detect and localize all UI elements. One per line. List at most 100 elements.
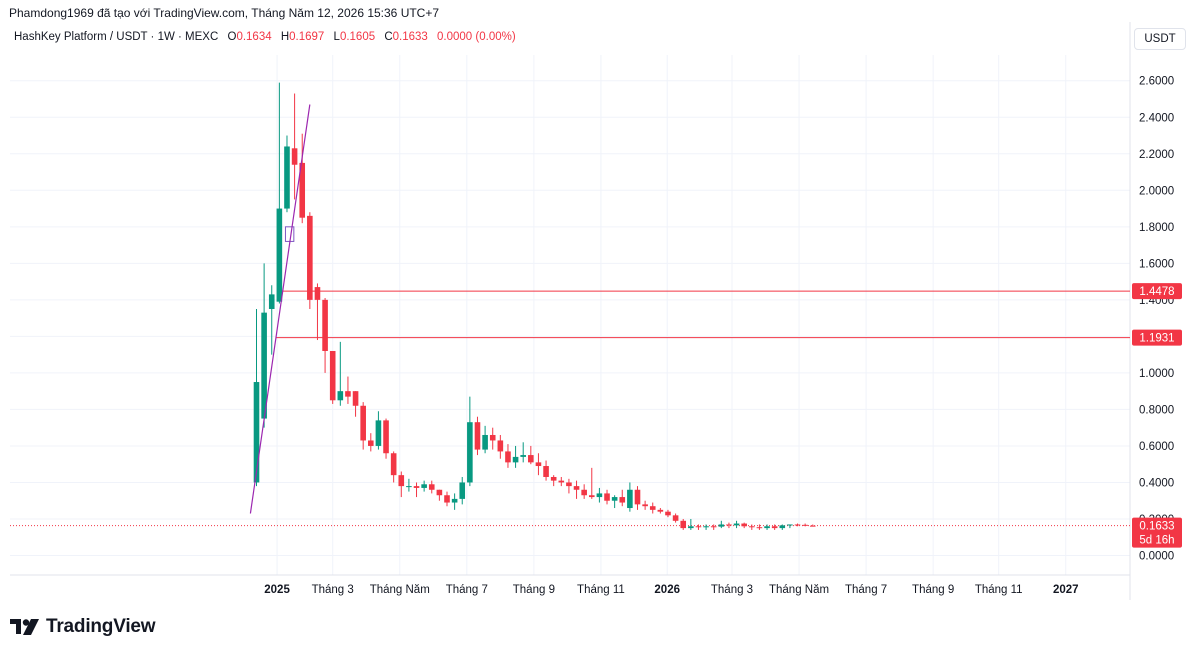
horizontal-level-label: 1.1931 (1139, 333, 1174, 345)
symbol-name[interactable]: HashKey Platform / USDT · 1W · MEXC (14, 31, 219, 43)
candle-body-up (276, 208, 283, 302)
candle-body-up (779, 525, 786, 529)
candle-body-down (535, 462, 542, 467)
tradingview-logo-icon (10, 619, 39, 635)
candle-body-down (581, 489, 587, 496)
y-tick-label: 0.0000 (1139, 551, 1174, 563)
candle-body-up (512, 456, 519, 463)
trendline (249, 104, 311, 514)
x-tick-label: 2026 (654, 584, 680, 596)
low-value: 0.1605 (339, 31, 376, 43)
candle-body-up (733, 523, 740, 526)
symbol-legend: HashKey Platform / USDT · 1W · MEXC O0.1… (14, 31, 516, 43)
candle-body-up (451, 498, 458, 503)
candle-body-down (528, 455, 534, 463)
candle-body-up (688, 526, 694, 529)
chart-caption: Phamdong1969 đã tạo với TradingView.com,… (9, 6, 440, 20)
y-tick-label: 1.8000 (1139, 222, 1174, 234)
candle-body-down (322, 299, 328, 351)
candle-body-down (550, 476, 557, 481)
candle-body-down (413, 486, 420, 488)
candle-body-down (352, 391, 359, 406)
candle-body-down (497, 440, 504, 452)
horizontal-level-tag (1132, 283, 1182, 300)
candle-body-down (726, 524, 732, 526)
candle-body-down (314, 287, 321, 300)
bar-countdown-label: 5d 16h (1139, 535, 1174, 547)
candle-body-down (634, 489, 641, 505)
x-tick-label: 2027 (1053, 584, 1079, 596)
x-tick-label: Tháng Năm (769, 584, 829, 596)
x-tick-label: Tháng 9 (912, 584, 954, 596)
candle-body-down (802, 524, 808, 526)
candle-body-up (459, 482, 466, 499)
y-tick-label: 1.0000 (1139, 368, 1174, 380)
price-chart[interactable]: 2.60002.40002.20002.00001.80001.60001.40… (0, 0, 1200, 610)
tradingview-logo-text: TradingView (46, 616, 156, 637)
x-tick-label: Tháng 7 (845, 584, 887, 596)
candle-body-down (649, 506, 656, 510)
open-label: O (227, 31, 237, 43)
candle-body-down (566, 482, 572, 487)
x-tick-label: Tháng 3 (312, 584, 354, 596)
current-price-label: 0.1633 (1139, 521, 1174, 533)
candle-body-down (474, 422, 481, 450)
candle-body-up (421, 484, 427, 488)
candle-body-up (520, 455, 526, 457)
y-tick-label: 2.4000 (1139, 112, 1174, 124)
candle-body-up (718, 524, 725, 527)
candle-body-down (680, 520, 687, 529)
candle-body-up (284, 146, 290, 209)
candle-body-up (375, 420, 382, 446)
y-tick-label: 0.4000 (1139, 477, 1174, 489)
candle-body-down (368, 440, 374, 446)
candle-body-up (596, 493, 603, 498)
candle-body-down (543, 466, 549, 477)
low-label: L (333, 31, 340, 43)
candle-body-up (261, 312, 267, 419)
candle-body-down (505, 451, 511, 463)
open-value: 0.1634 (236, 31, 272, 43)
candle-body-up (253, 382, 260, 483)
candle-body-down (428, 484, 435, 490)
high-label: H (280, 31, 290, 43)
candle-body-up (627, 489, 633, 509)
close-value: 0.1633 (392, 31, 428, 43)
currency-button[interactable]: USDT (1134, 28, 1186, 50)
candle-body-down (291, 148, 298, 165)
candle-body-down (642, 504, 648, 507)
x-tick-label: Tháng 3 (711, 584, 753, 596)
tradingview-logo: TradingView (10, 616, 156, 638)
candle-body-down (710, 526, 717, 528)
candle-body-down (756, 527, 763, 529)
drawing-rectangle (284, 226, 295, 242)
candle-body-up (337, 391, 344, 401)
y-tick-label: 2.6000 (1139, 76, 1174, 88)
candle-body-down (695, 526, 702, 528)
candle-body-down (307, 215, 313, 300)
candle-body-down (672, 515, 679, 521)
current-price-tag (1132, 517, 1182, 548)
y-tick-label: 1.6000 (1139, 258, 1174, 270)
candle-body-up (611, 497, 618, 501)
candle-body-down (383, 420, 389, 454)
x-tick-label: Tháng 9 (513, 584, 555, 596)
candle-body-down (299, 162, 306, 218)
y-tick-label: 2.0000 (1139, 185, 1174, 197)
candle-body-up (482, 434, 488, 450)
high-value: 0.1697 (289, 31, 325, 43)
horizontal-level-tag (1132, 329, 1182, 346)
x-tick-label: Tháng 11 (577, 584, 625, 596)
candle-body-down (398, 475, 405, 487)
x-tick-label: Tháng Năm (370, 584, 430, 596)
candle-body-up (268, 294, 275, 309)
candle-body-down (741, 523, 747, 527)
candle-body-down (749, 526, 755, 528)
candle-body-down (390, 453, 397, 476)
candle-body-up (787, 524, 793, 526)
y-tick-label: 0.6000 (1139, 441, 1174, 453)
y-tick-label: 2.2000 (1139, 149, 1174, 161)
candle-body-down (794, 524, 801, 526)
candle-body-down (444, 495, 450, 503)
candle-body-up (703, 526, 709, 528)
